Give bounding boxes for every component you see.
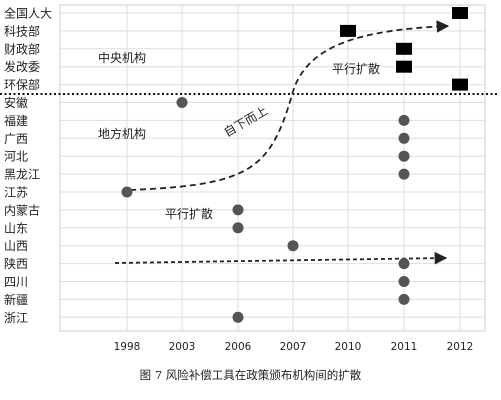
y-tick-label: 福建 xyxy=(4,113,28,128)
annotation-top-down: 自下而上 xyxy=(222,103,271,139)
y-tick-label: 山东 xyxy=(4,221,28,235)
central-marker xyxy=(340,24,356,37)
y-tick-label: 广西 xyxy=(4,132,28,146)
local-marker xyxy=(398,168,410,180)
local-marker xyxy=(398,276,410,287)
y-tick-label: 河北 xyxy=(4,150,28,164)
local-marker xyxy=(176,97,188,108)
y-tick-label: 黑龙江 xyxy=(4,168,40,182)
local-marker xyxy=(398,132,410,144)
annotation-parallel-top: 平行扩散 xyxy=(332,61,380,76)
central-marker xyxy=(396,60,412,73)
local-marker xyxy=(398,114,410,126)
x-tick-label: 2011 xyxy=(391,341,418,353)
local-marker xyxy=(232,311,244,323)
y-tick-label: 发改委 xyxy=(4,59,40,74)
y-tick-label: 四川 xyxy=(4,275,28,289)
local-marker xyxy=(398,258,410,270)
annotation-local: 地方机构 xyxy=(98,126,146,141)
y-tick-label: 浙江 xyxy=(4,311,28,325)
y-tick-label: 全国人大 xyxy=(4,6,52,21)
y-tick-label: 陕西 xyxy=(4,256,28,271)
plot-frame xyxy=(59,4,486,332)
diffusion-chart: 全国人大科技部财政部发改委环保部安徽福建广西河北黑龙江江苏内蒙古山东山西陕西四川… xyxy=(0,4,497,353)
annotation-central: 中央机构 xyxy=(98,50,146,65)
central-marker xyxy=(396,42,412,55)
local-marker xyxy=(398,293,410,305)
y-tick-label: 财政部 xyxy=(4,41,40,56)
x-tick-label: 2010 xyxy=(335,341,362,353)
local-marker xyxy=(287,240,299,252)
parallel-diffusion-arrow xyxy=(114,251,448,265)
y-axis-labels: 全国人大科技部财政部发改委环保部安徽福建广西河北黑龙江江苏内蒙古山东山西陕西四川… xyxy=(4,6,52,325)
y-tick-label: 科技部 xyxy=(4,23,40,38)
annotation-parallel-bottom: 平行扩散 xyxy=(165,206,213,221)
local-marker xyxy=(232,204,244,216)
x-tick-label: 2006 xyxy=(225,341,252,353)
figure-caption: 图 7 风险补偿工具在政策颁布机构间的扩散 xyxy=(139,368,362,382)
y-tick-label: 江苏 xyxy=(4,186,28,200)
local-marker xyxy=(232,222,244,234)
y-tick-label: 山西 xyxy=(4,239,28,253)
central-marker xyxy=(452,7,468,19)
x-axis-labels: 1998 2003 2006 2007 2010 2011 2012 xyxy=(114,341,474,353)
y-tick-label: 内蒙古 xyxy=(4,202,40,217)
x-tick-label: 2012 xyxy=(447,341,474,353)
y-tick-label: 安徽 xyxy=(4,95,28,110)
x-tick-label: 1998 xyxy=(114,341,141,353)
local-marker xyxy=(121,186,133,198)
central-marker xyxy=(452,78,468,91)
data-markers xyxy=(121,7,468,323)
y-tick-label: 环保部 xyxy=(4,77,40,92)
y-tick-label: 新疆 xyxy=(4,292,28,307)
local-marker xyxy=(398,150,410,162)
x-tick-label: 2003 xyxy=(169,341,196,353)
x-tick-label: 2007 xyxy=(280,341,307,353)
